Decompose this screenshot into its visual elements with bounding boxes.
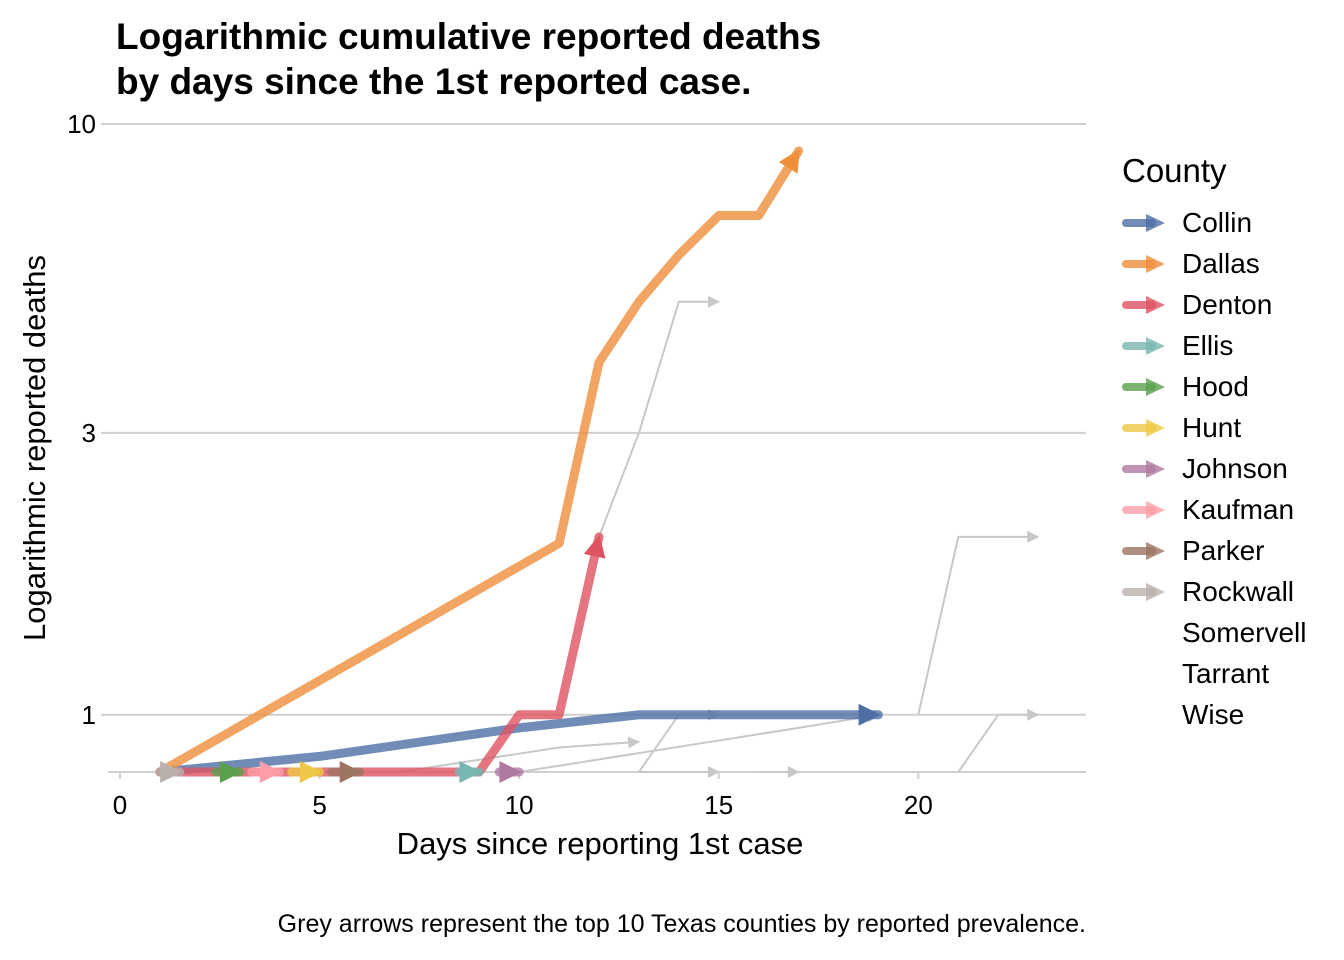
legend-key-arrow-icon bbox=[1122, 703, 1168, 727]
legend-label: Ellis bbox=[1182, 329, 1234, 361]
legend-item-ellis: Ellis bbox=[1122, 325, 1306, 366]
chart-title: Logarithmic cumulative reported deaths b… bbox=[116, 14, 821, 104]
series-line-denton bbox=[155, 532, 606, 777]
chart-title-line-1: Logarithmic cumulative reported deaths bbox=[116, 16, 822, 57]
x-tick-label: 10 bbox=[505, 790, 534, 820]
legend-label: Johnson bbox=[1182, 452, 1288, 484]
legend-item-johnson: Johnson bbox=[1122, 448, 1306, 489]
legend-item-parker: Parker bbox=[1122, 530, 1306, 571]
grey-series-line bbox=[917, 530, 1040, 716]
x-tick-label: 15 bbox=[704, 790, 733, 820]
chart-title-line-2: by days since the 1st reported case. bbox=[116, 61, 752, 102]
legend-label: Somervell bbox=[1182, 616, 1307, 648]
legend-key-arrow-icon bbox=[1122, 336, 1165, 355]
legend-label: Hunt bbox=[1182, 411, 1242, 443]
legend-key-arrow-icon bbox=[1122, 459, 1165, 478]
legend-label: Rockwall bbox=[1182, 575, 1295, 607]
legend-label: Dallas bbox=[1182, 247, 1260, 279]
legend-label: Hood bbox=[1182, 370, 1249, 402]
x-tick-label: 20 bbox=[904, 790, 933, 820]
legend-item-wise: Wise bbox=[1122, 694, 1306, 735]
series-line-collin bbox=[155, 703, 883, 777]
county-series bbox=[155, 146, 883, 783]
legend-item-rockwall: Rockwall bbox=[1122, 571, 1306, 612]
legend-key-arrow-icon bbox=[1122, 500, 1165, 519]
legend-label: Parker bbox=[1182, 534, 1265, 566]
x-axis-label: Days since reporting 1st case bbox=[396, 826, 804, 861]
grey-series-line bbox=[957, 708, 1040, 773]
legend-label: Denton bbox=[1182, 288, 1273, 320]
legend-key-arrow-icon bbox=[1122, 418, 1165, 437]
legend-key-arrow-icon bbox=[1122, 254, 1165, 273]
legend-items: Collin Dallas Denton Ellis Hood Hunt Johnson Ka… bbox=[1122, 202, 1306, 735]
legend-item-collin: Collin bbox=[1122, 202, 1306, 243]
legend-key-arrow-icon bbox=[1122, 295, 1165, 314]
gridlines bbox=[108, 123, 1086, 716]
legend-item-kaufman: Kaufman bbox=[1122, 489, 1306, 530]
series-line-dallas bbox=[155, 146, 804, 777]
y-axis-label: Logarithmic reported deaths bbox=[17, 254, 52, 642]
legend-label: Wise bbox=[1182, 698, 1245, 730]
legend-key-arrow-icon bbox=[1122, 621, 1168, 645]
legend-item-hunt: Hunt bbox=[1122, 407, 1306, 448]
legend-label: Tarrant bbox=[1182, 657, 1270, 689]
x-axis: 0 5 10 15 20 bbox=[108, 771, 1086, 820]
grey-series-line bbox=[598, 295, 720, 538]
legend-key-arrow-icon bbox=[1122, 377, 1165, 396]
y-tick-label: 1 bbox=[82, 700, 96, 730]
y-tick-label: 3 bbox=[82, 418, 96, 448]
x-tick-label: 0 bbox=[113, 790, 127, 820]
legend-key-arrow-icon bbox=[1122, 662, 1168, 686]
legend-title: County bbox=[1122, 152, 1227, 189]
legend-label: Collin bbox=[1182, 206, 1253, 238]
legend-item-dallas: Dallas bbox=[1122, 243, 1306, 284]
legend-key-arrow-icon bbox=[1122, 213, 1165, 232]
legend: County Collin Dallas Denton Ellis Hood Hunt Jo… bbox=[1122, 152, 1306, 735]
legend-item-denton: Denton bbox=[1122, 284, 1306, 325]
legend-item-somervell: Somervell bbox=[1122, 612, 1306, 653]
legend-item-hood: Hood bbox=[1122, 366, 1306, 407]
legend-item-tarrant: Tarrant bbox=[1122, 653, 1306, 694]
x-tick-label: 5 bbox=[312, 790, 326, 820]
y-axis: 1 3 10 bbox=[67, 109, 108, 730]
legend-label: Kaufman bbox=[1182, 493, 1295, 525]
y-tick-label: 10 bbox=[67, 109, 96, 139]
grey-series-line bbox=[399, 736, 641, 773]
legend-key-arrow-icon bbox=[1122, 582, 1165, 601]
chart-caption: Grey arrows represent the top 10 Texas c… bbox=[277, 910, 1086, 938]
grey-reference-series bbox=[399, 295, 1040, 778]
legend-key-arrow-icon bbox=[1122, 541, 1165, 560]
grey-series-line bbox=[638, 708, 720, 773]
